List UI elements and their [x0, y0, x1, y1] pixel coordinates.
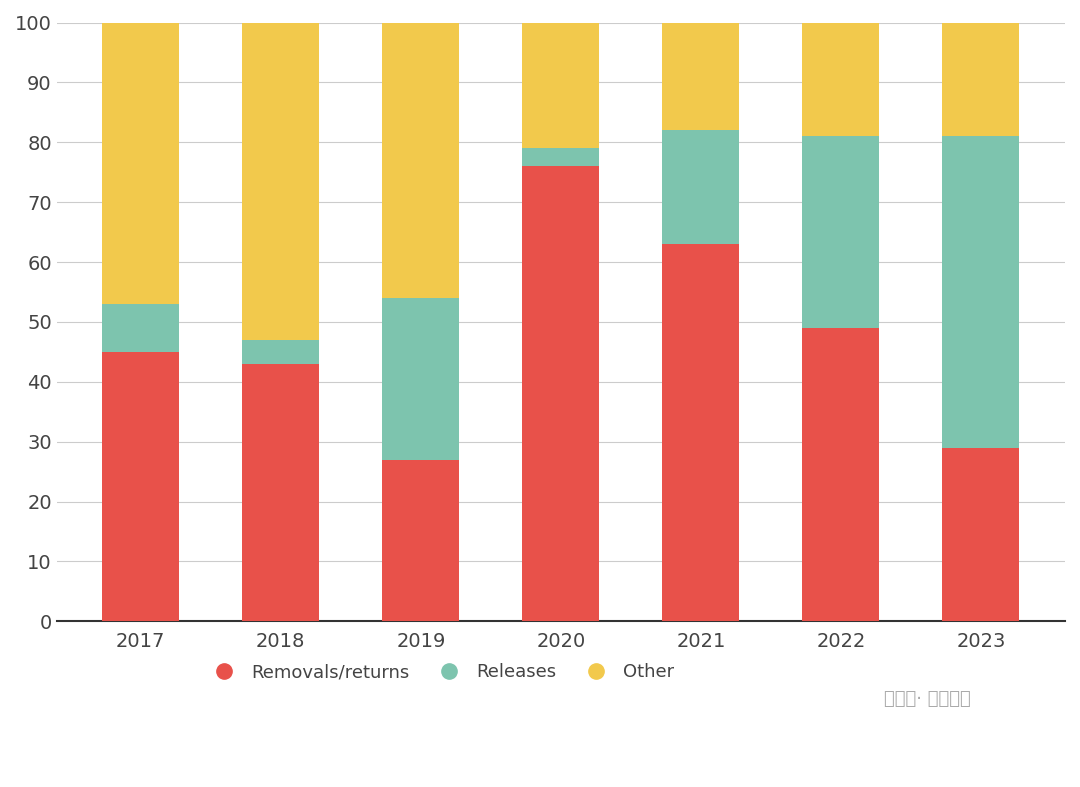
Bar	[662, 23, 740, 131]
Bar	[242, 364, 320, 621]
Bar	[242, 340, 320, 364]
Bar	[103, 304, 179, 352]
Bar	[943, 136, 1020, 448]
Bar	[662, 131, 740, 244]
Bar	[943, 23, 1020, 136]
Bar	[242, 23, 320, 340]
Bar	[802, 23, 879, 136]
Legend: Removals/returns, Releases, Other: Removals/returns, Releases, Other	[197, 654, 683, 690]
Bar	[523, 148, 599, 166]
Text: 公众号· 底线思维: 公众号· 底线思维	[883, 690, 970, 708]
Bar	[943, 448, 1020, 621]
Bar	[103, 23, 179, 304]
Bar	[802, 136, 879, 328]
Bar	[523, 23, 599, 148]
Bar	[802, 328, 879, 621]
Bar	[103, 352, 179, 621]
Bar	[382, 460, 459, 621]
Bar	[523, 166, 599, 621]
Bar	[382, 298, 459, 460]
Bar	[662, 244, 740, 621]
Bar	[382, 23, 459, 298]
